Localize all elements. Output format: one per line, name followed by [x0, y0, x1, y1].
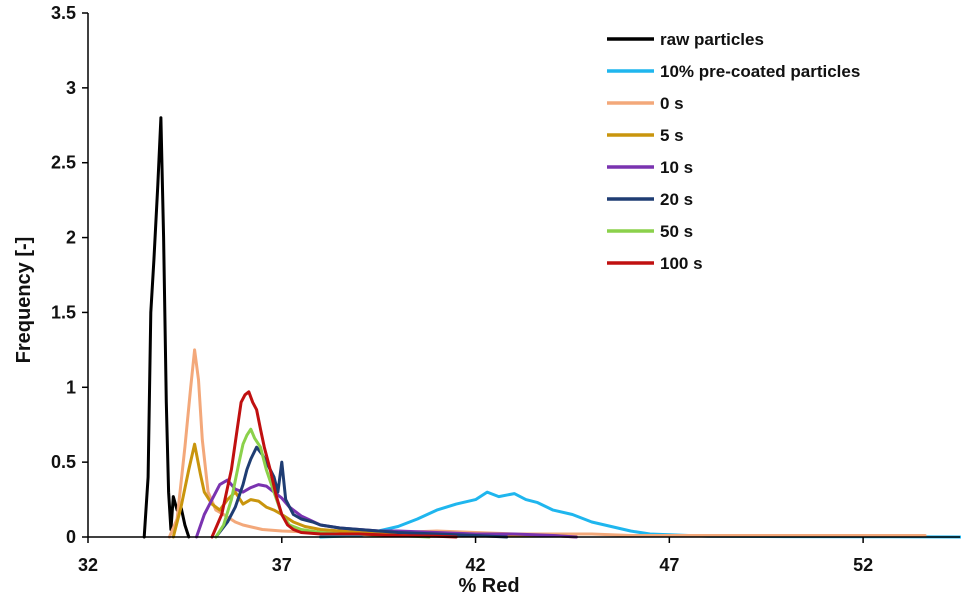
series-line-7: [210, 390, 458, 539]
x-tick-label-4: 52: [853, 555, 873, 575]
legend-label-5: 20 s: [660, 190, 693, 209]
y-tick-label-3: 1.5: [51, 302, 76, 322]
y-axis-title: Frequency [-]: [13, 237, 35, 364]
series-line-5: [214, 445, 509, 539]
legend-label-7: 100 s: [660, 254, 703, 273]
legend-label-2: 0 s: [660, 94, 684, 113]
x-tick-label-3: 47: [659, 555, 679, 575]
x-tick-label-0: 32: [78, 555, 98, 575]
y-tick-label-2: 1: [66, 377, 76, 397]
axes-layer: [82, 12, 960, 543]
legend-label-3: 5 s: [660, 126, 684, 145]
legend-label-6: 50 s: [660, 222, 693, 241]
y-tick-label-7: 3.5: [51, 3, 76, 23]
x-tick-label-1: 37: [272, 555, 292, 575]
series-line-6: [214, 427, 431, 539]
legend-label-4: 10 s: [660, 158, 693, 177]
y-tick-label-0: 0: [66, 527, 76, 547]
x-axis-title: % Red: [458, 575, 519, 597]
x-tick-label-2: 42: [466, 555, 486, 575]
y-tick-label-5: 2.5: [51, 153, 76, 173]
y-tick-label-4: 2: [66, 228, 76, 248]
plot-series-layer: [142, 116, 961, 539]
legend-label-1: 10% pre-coated particles: [660, 62, 860, 81]
legend: raw particles 10% pre-coated particles 0 s…: [607, 30, 860, 273]
y-tick-label-1: 0.5: [51, 452, 76, 472]
tick-labels-layer: 32 37 42 47 52 0 0.5 1 1.5 2 2.5 3 3.5: [51, 3, 873, 575]
series-line-2: [167, 348, 927, 539]
legend-label-0: raw particles: [660, 30, 764, 49]
y-tick-label-6: 3: [66, 78, 76, 98]
